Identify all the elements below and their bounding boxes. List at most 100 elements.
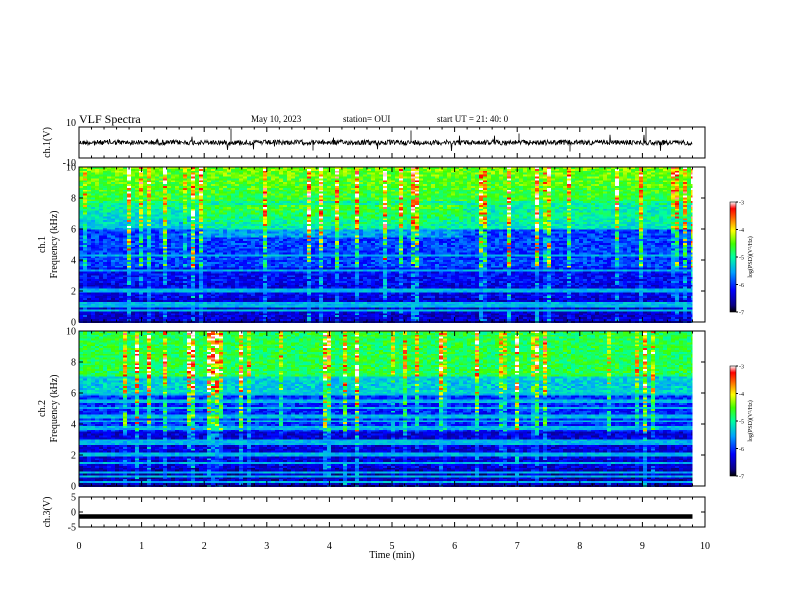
ch1-spec-cell [135,239,139,241]
ch1-spec-cell [139,224,143,226]
ch1-spec-cell [91,270,95,272]
ch1-spec-cell [95,304,99,306]
ch1-spec-cell [115,184,119,186]
ch1-spec-cell [83,171,87,173]
ch1-spec-cell [91,235,95,237]
ch1-spec-cell [83,262,87,264]
ch1-spec-cell [139,251,143,253]
ch1-spec-cell [83,317,87,319]
ch1-spec-cell [91,256,95,258]
ch1-spec-cell [95,285,99,287]
ch1-spec-cell [95,171,99,173]
ch1-spec-cell [95,224,99,226]
ch1-spec-cell [83,175,87,177]
ch1-spec-cell [79,178,83,180]
ch1-spec-cell [79,273,83,275]
ch1-spec-cell [119,285,123,287]
ch1-spec-cell [123,228,127,230]
ch1-spec-cell [139,218,143,220]
ch1-spec-cell [95,205,99,207]
ch1-spec-cell [99,304,103,306]
ch1-spec-cell [103,226,107,228]
ch1-spec-cell [131,256,135,258]
ch1-spec-cell [95,234,99,236]
ch1-spec-cell [123,192,127,194]
ch1-spec-cell [135,194,139,196]
ch1-spec-cell [119,304,123,306]
ch1-spec-cell [95,319,99,321]
ch1-spec-cell [99,302,103,304]
ch1-spec-cell [91,186,95,188]
ch1-spec-cell [83,253,87,255]
ch1-spec-cell [87,304,91,306]
ch1-spec-cell [91,197,95,199]
ch1-spec-cell [135,175,139,177]
ch1-spec-cell [99,281,103,283]
ch1-spec-cell [135,243,139,245]
ch1-spec-cell [99,232,103,234]
ch1-spec-cell [119,220,123,222]
ch1-spec-cell [123,266,127,268]
ch1-spec-cell [87,177,91,179]
ch1-spec-cell [123,313,127,315]
ch1-spec-cell [119,319,123,321]
ch1-spec-cell [95,182,99,184]
ch1-spec-cell [115,254,119,256]
ch1-spec-cell [131,283,135,285]
ch1-spec-cell [131,249,135,251]
ch1-spec-cell [95,186,99,188]
ch1-spec-cell [139,184,143,186]
ch1-spec-cell [103,209,107,211]
ch1-spec-cell [119,196,123,198]
ch1-spec-cell [115,285,119,287]
ch1-spec-cell [131,258,135,260]
ch1-spec-cell [103,279,107,281]
ch1-waveform-trace [79,128,692,152]
ch1-spec-cell [119,243,123,245]
ch1-spec-cell [91,190,95,192]
ch1-spec-cell [95,243,99,245]
ch1-spec-cell [107,173,111,175]
ch1-spec-cell [123,222,127,224]
ch1-spec-cell [119,253,123,255]
ch1-spec-cell [103,256,107,258]
ch1-spec-cell [115,224,119,226]
ch1-spec-cell [115,237,119,239]
ch1-spec-cell [83,260,87,262]
ch1-spec-cell [123,190,127,192]
ch1-spec-cell [91,268,95,270]
ch1-spec-cell [99,192,103,194]
ch1-spec-cell [111,262,115,264]
ch1-spec-cell [103,177,107,179]
ch1-spec-cell [91,251,95,253]
ch1-spec-cell [123,319,127,321]
ch1-spec-cell [99,292,103,294]
ch1-spec-cell [115,313,119,315]
ch1-spec-cell [135,215,139,217]
ch1-spec-cell [107,281,111,283]
ch1-spec-cell [123,258,127,260]
ch1-spec-cell [83,273,87,275]
ch1-spec-cell [95,300,99,302]
ch1-spec-cell [87,251,91,253]
ch1-spec-cell [103,207,107,209]
ch1-spec-cell [95,258,99,260]
ch1-spec-cell [87,213,91,215]
ch1-spec-cell [111,279,115,281]
ch1-spec-cell [127,232,131,234]
ch1-spec-cell [95,232,99,234]
ch1-spec-cell [103,171,107,173]
ch1-spec-cell [115,222,119,224]
ch1-spec-cell [139,228,143,230]
ch1-spec-cell [111,270,115,272]
ch1-spec-cell [103,178,107,180]
ch1-spec-cell [103,215,107,217]
ch1-spec-cell [95,289,99,291]
ch1-spec-cell [127,197,131,199]
ch1-spec-cell [107,247,111,249]
ch1-spec-cell [127,291,131,293]
ch1-spec-cell [119,245,123,247]
ch1-spec-cell [87,241,91,243]
ch1-spec-cell [91,175,95,177]
ch1-spec-cell [123,270,127,272]
